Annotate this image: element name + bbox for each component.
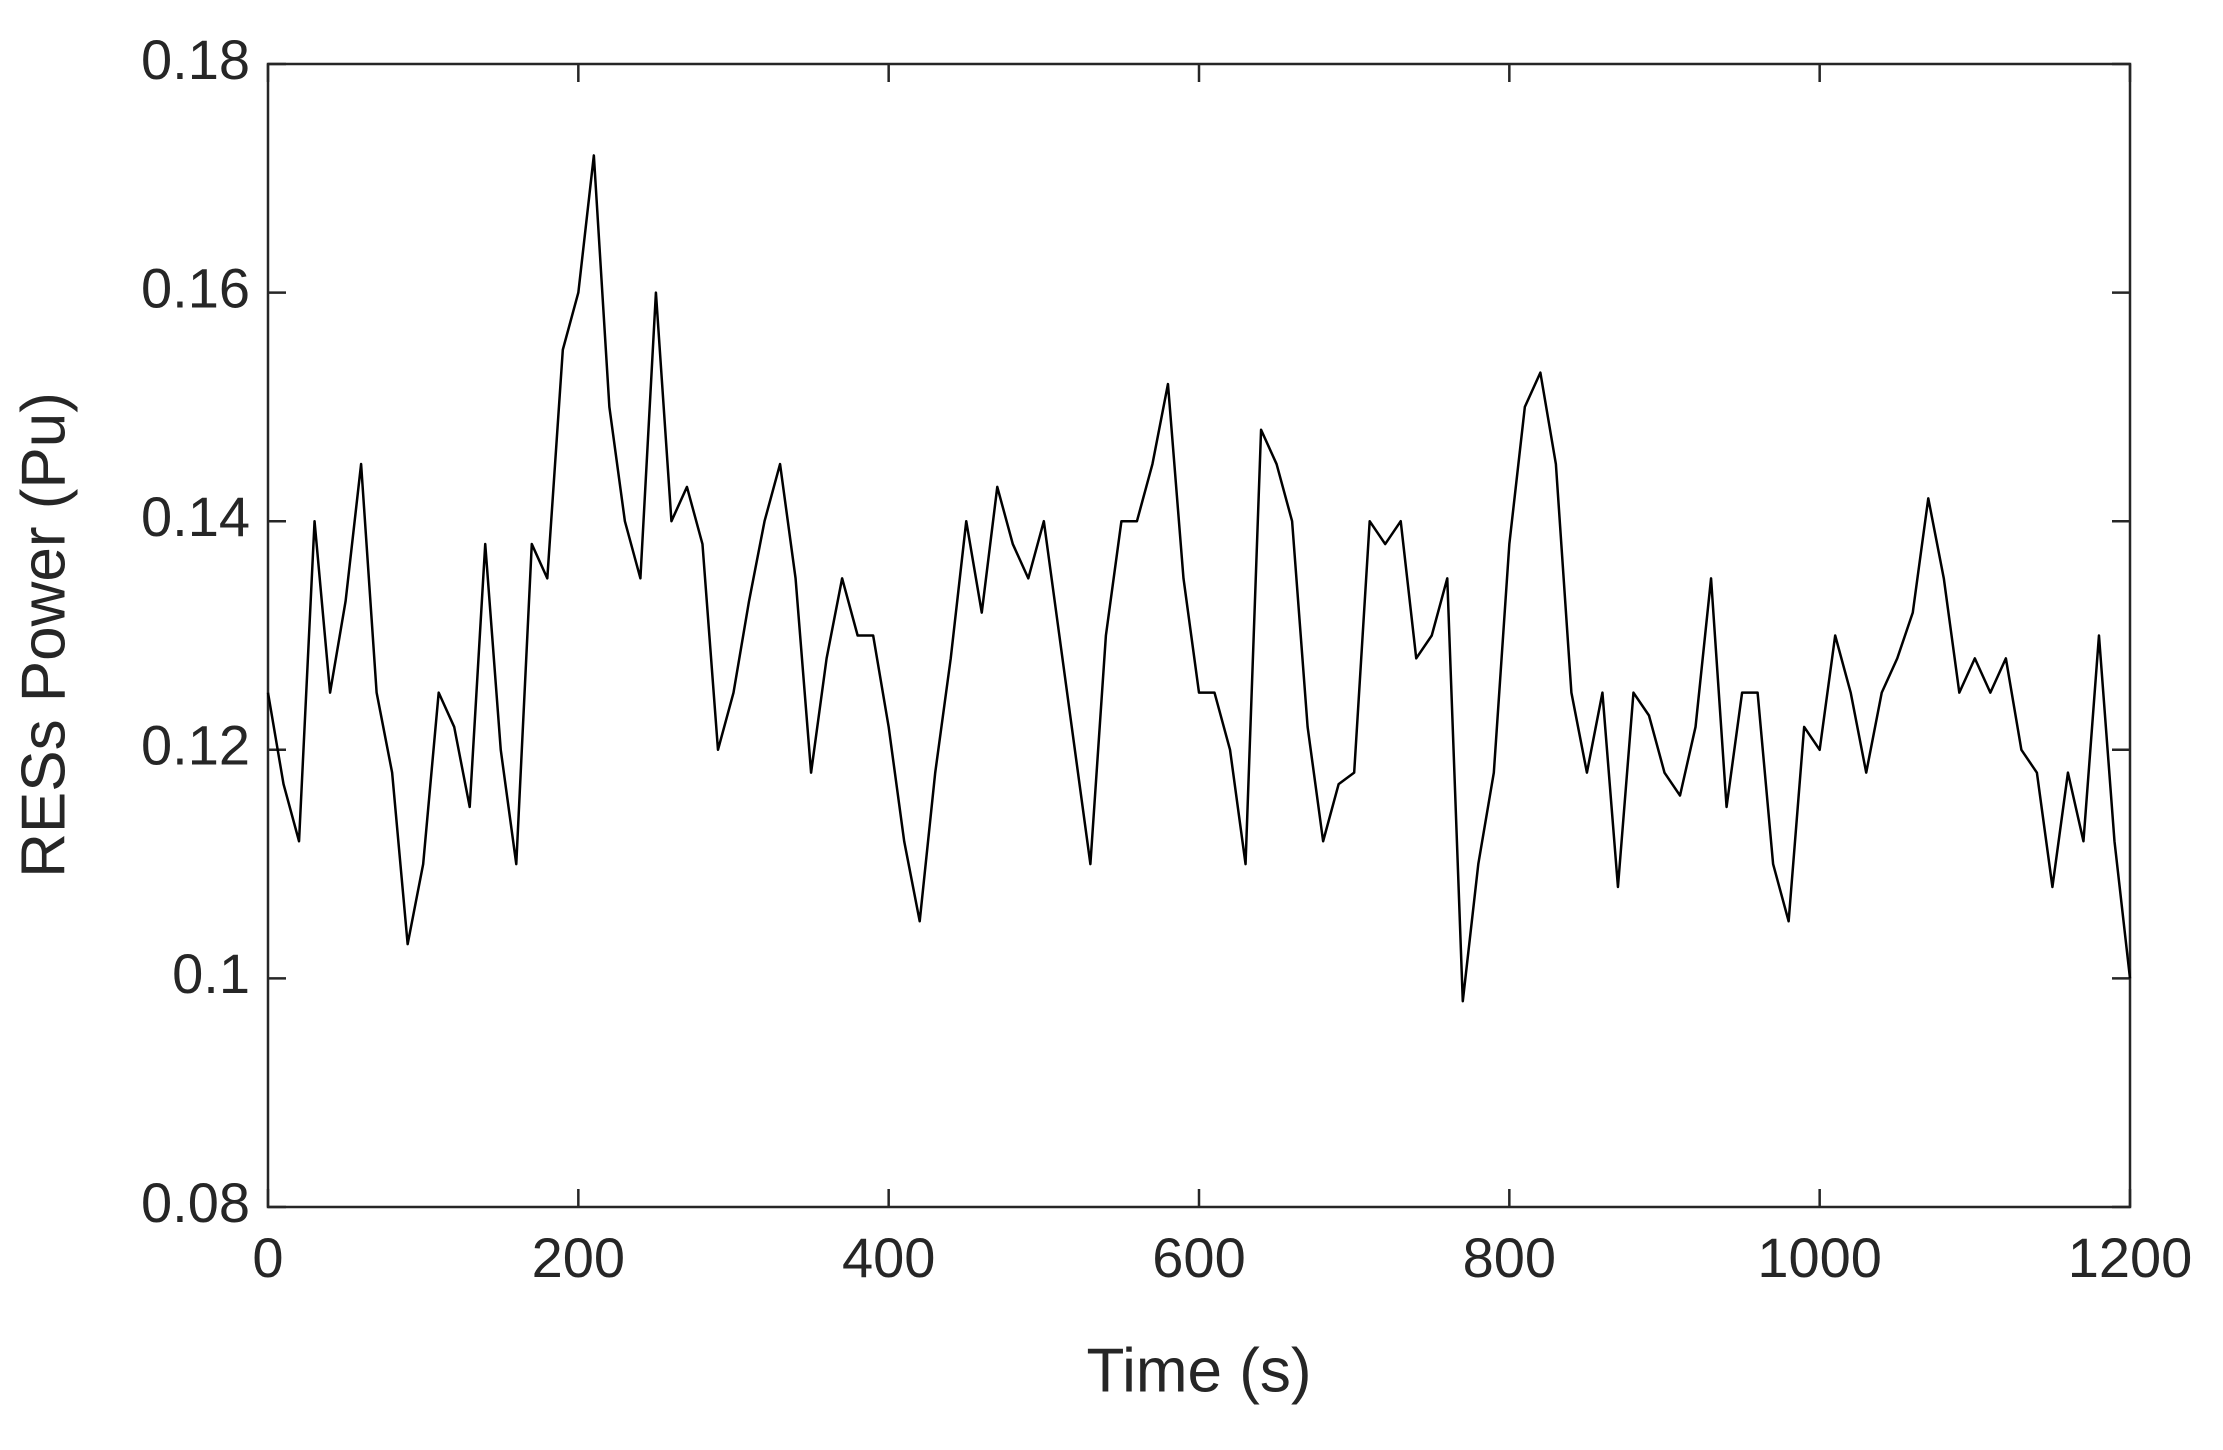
- y-tick-label: 0.08: [141, 1171, 250, 1234]
- x-tick-label: 200: [532, 1226, 625, 1289]
- y-tick-label: 0.16: [141, 256, 250, 319]
- y-tick-label: 0.1: [172, 942, 250, 1005]
- x-axis-label: Time (s): [1087, 1336, 1312, 1405]
- y-tick-label: 0.14: [141, 485, 250, 548]
- y-tick-label: 0.18: [141, 28, 250, 91]
- plot-frame: [266, 62, 2132, 1209]
- x-tick-label: 600: [1152, 1226, 1245, 1289]
- x-tick-label: 0: [252, 1226, 283, 1289]
- data-line: [266, 154, 2132, 1003]
- x-tick-label: 400: [842, 1226, 935, 1289]
- x-tick-label: 1000: [1757, 1226, 1882, 1289]
- y-axis-label: RESs Power (Pu): [9, 392, 78, 878]
- y-tick-label: 0.12: [141, 714, 250, 777]
- x-tick-label: 1200: [2068, 1226, 2193, 1289]
- x-tick-label: 800: [1463, 1226, 1556, 1289]
